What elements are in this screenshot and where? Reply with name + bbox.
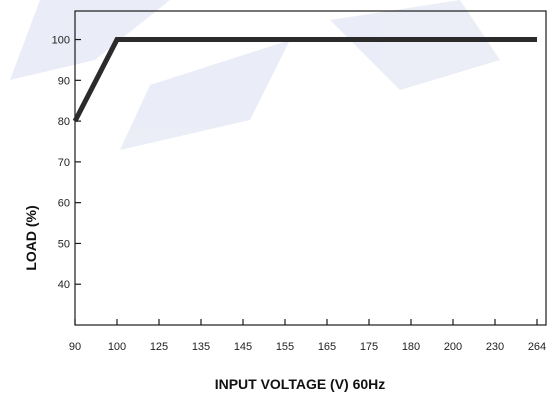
plot-frame (74, 10, 547, 326)
y-tick-label: 40 (58, 279, 70, 291)
x-tick-label: 175 (360, 341, 378, 353)
y-axis-title: LOAD (%) (23, 205, 39, 270)
x-tick-label: 230 (486, 341, 504, 353)
x-tick-label: 145 (234, 341, 252, 353)
x-tick-label: 155 (276, 341, 294, 353)
y-axis-ticks: 40 50 60 70 80 90 100 (52, 35, 81, 291)
x-tick-label: 200 (444, 341, 462, 353)
x-axis-ticks: 90 100 125 135 145 155 165 175 180 200 230 264 (69, 319, 546, 353)
y-tick-label: 50 (58, 238, 70, 250)
x-axis-title: INPUT VOLTAGE (V) 60Hz (215, 376, 386, 392)
y-tick-label: 70 (58, 157, 70, 169)
x-tick-label: 135 (192, 341, 210, 353)
x-tick-label: 180 (402, 341, 420, 353)
x-tick-label: 100 (108, 341, 126, 353)
x-tick-label: 90 (69, 341, 81, 353)
y-tick-label: 80 (58, 116, 70, 128)
x-tick-label: 264 (528, 341, 546, 353)
y-tick-label: 90 (58, 75, 70, 87)
y-tick-label: 100 (52, 35, 70, 47)
y-tick-label: 60 (58, 198, 70, 210)
x-tick-label: 165 (318, 341, 336, 353)
series-line (72, 37, 537, 123)
watermark (10, 0, 500, 150)
x-tick-label: 125 (150, 341, 168, 353)
series-layer (72, 37, 537, 123)
